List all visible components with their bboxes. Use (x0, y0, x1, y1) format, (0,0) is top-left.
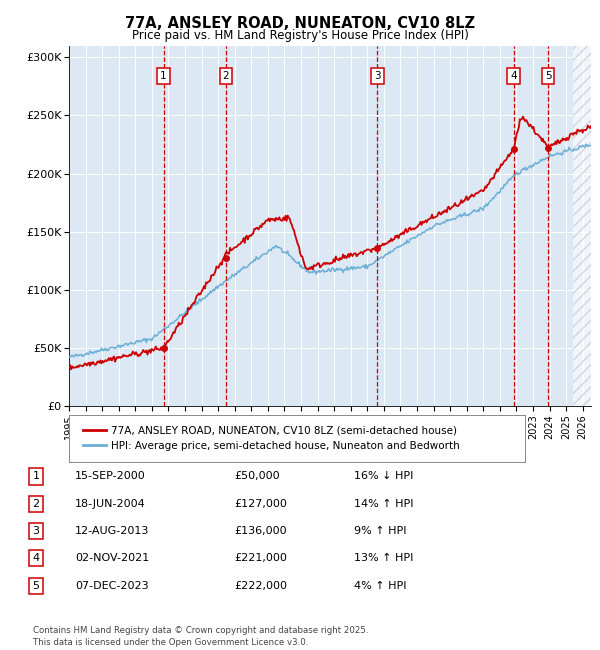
Text: £136,000: £136,000 (234, 526, 287, 536)
Text: 14% ↑ HPI: 14% ↑ HPI (354, 499, 413, 509)
Text: £50,000: £50,000 (234, 471, 280, 482)
Text: 4% ↑ HPI: 4% ↑ HPI (354, 580, 407, 591)
Text: 02-NOV-2021: 02-NOV-2021 (75, 553, 149, 564)
Text: Price paid vs. HM Land Registry's House Price Index (HPI): Price paid vs. HM Land Registry's House … (131, 29, 469, 42)
Text: £127,000: £127,000 (234, 499, 287, 509)
Text: £221,000: £221,000 (234, 553, 287, 564)
Text: 07-DEC-2023: 07-DEC-2023 (75, 580, 149, 591)
Text: 2: 2 (223, 71, 229, 81)
Text: 4: 4 (510, 71, 517, 81)
Text: 15-SEP-2000: 15-SEP-2000 (75, 471, 146, 482)
Text: £222,000: £222,000 (234, 580, 287, 591)
Text: 9% ↑ HPI: 9% ↑ HPI (354, 526, 407, 536)
Text: Contains HM Land Registry data © Crown copyright and database right 2025.
This d: Contains HM Land Registry data © Crown c… (33, 626, 368, 647)
Text: 1: 1 (32, 471, 40, 482)
Text: 3: 3 (32, 526, 40, 536)
Text: 2: 2 (32, 499, 40, 509)
Text: 77A, ANSLEY ROAD, NUNEATON, CV10 8LZ: 77A, ANSLEY ROAD, NUNEATON, CV10 8LZ (125, 16, 475, 31)
Legend: 77A, ANSLEY ROAD, NUNEATON, CV10 8LZ (semi-detached house), HPI: Average price, : 77A, ANSLEY ROAD, NUNEATON, CV10 8LZ (se… (79, 421, 464, 455)
Text: 3: 3 (374, 71, 381, 81)
Text: 1: 1 (160, 71, 167, 81)
Bar (573, 46, 591, 406)
Text: 12-AUG-2013: 12-AUG-2013 (75, 526, 149, 536)
Text: 16% ↓ HPI: 16% ↓ HPI (354, 471, 413, 482)
Text: 4: 4 (32, 553, 40, 564)
Text: 5: 5 (545, 71, 551, 81)
Text: 5: 5 (32, 580, 40, 591)
Text: 18-JUN-2004: 18-JUN-2004 (75, 499, 146, 509)
Text: 13% ↑ HPI: 13% ↑ HPI (354, 553, 413, 564)
